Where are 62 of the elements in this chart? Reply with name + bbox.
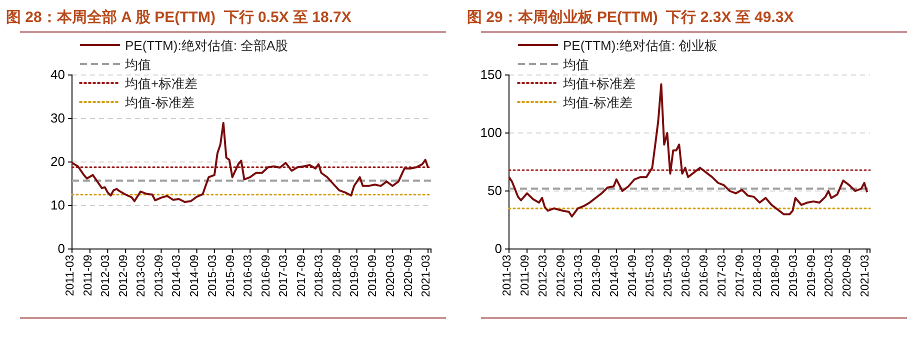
- legend-label: 均值-标准差: [562, 95, 632, 110]
- x-tick-label: 2013-09: [591, 254, 604, 297]
- line-series: [71, 122, 430, 204]
- x-tick-label: 2020-09: [402, 254, 415, 297]
- x-tick-label: 2017-03: [716, 254, 728, 297]
- y-tick-label: 0: [494, 241, 502, 256]
- x-tick-label: 2016-03: [242, 254, 254, 297]
- y-tick-label: 20: [50, 154, 65, 170]
- y-tick-label: 50: [488, 183, 502, 198]
- legend-label: 均值: [124, 57, 151, 72]
- x-tick-label: 2018-09: [770, 254, 782, 297]
- y-tick-label: 100: [480, 125, 502, 140]
- legend-label: PE(TTM):绝对估值: 创业板: [563, 38, 718, 53]
- y-tick-label: 150: [480, 67, 502, 82]
- x-tick-label: 2016-09: [260, 254, 272, 297]
- x-tick-label: 2012-09: [118, 254, 130, 297]
- x-tick-label: 2011-09: [82, 254, 94, 296]
- x-tick-label: 2015-09: [662, 254, 675, 297]
- x-tick-label: 2019-09: [806, 254, 818, 297]
- x-tick-label: 2011-03: [64, 254, 76, 296]
- x-tick-label: 2017-03: [278, 254, 290, 297]
- x-tick-label: 2016-09: [698, 254, 711, 297]
- x-tick-label: 2019-09: [367, 254, 380, 297]
- y-tick-label: 0: [58, 241, 65, 256]
- y-tick-label: 40: [50, 67, 65, 82]
- x-tick-label: 2014-09: [189, 254, 202, 297]
- chart-title: 图 29：本周创业板 PE(TTM) 下行 2.3X 至 49.3X: [467, 9, 794, 26]
- x-tick-label: 2017-09: [296, 254, 308, 297]
- x-tick-label: 2020-03: [824, 254, 836, 297]
- x-tick-label: 2011-09: [519, 254, 532, 296]
- chart-title: 图 28：本周全部 A 股 PE(TTM) 下行 0.5X 至 18.7X: [6, 8, 352, 26]
- x-tick-label: 2020-03: [384, 254, 397, 297]
- y-tick-label: 30: [50, 110, 65, 126]
- x-tick-label: 2013-09: [154, 254, 166, 297]
- x-tick-label: 2015-03: [206, 254, 219, 297]
- legend-label: PE(TTM):绝对估值: 全部A股: [125, 38, 288, 53]
- x-tick-label: 2018-03: [314, 254, 326, 297]
- x-tick-label: 2021-03: [859, 254, 872, 297]
- x-tick-label: 2018-03: [752, 254, 764, 297]
- legend-label: 均值: [562, 57, 589, 72]
- legend-label: 均值+标准差: [124, 76, 198, 91]
- legend-label: 均值+标准差: [562, 76, 636, 91]
- y-tick-label: 10: [50, 198, 65, 213]
- x-tick-label: 2018-09: [332, 254, 344, 297]
- x-tick-label: 2012-03: [537, 254, 550, 297]
- x-tick-label: 2012-09: [555, 254, 568, 297]
- x-tick-label: 2016-03: [680, 254, 692, 297]
- x-tick-label: 2014-03: [608, 254, 621, 297]
- legend-label: 均值-标准差: [124, 95, 194, 110]
- x-tick-label: 2017-09: [734, 254, 746, 297]
- x-tick-label: 2015-03: [644, 254, 657, 297]
- x-tick-label: 2015-09: [224, 254, 237, 297]
- x-tick-label: 2012-03: [100, 254, 112, 297]
- x-tick-label: 2013-03: [136, 254, 148, 297]
- x-tick-label: 2020-09: [842, 254, 854, 297]
- x-tick-label: 2014-09: [626, 254, 639, 297]
- x-tick-label: 2019-03: [788, 254, 800, 297]
- x-tick-label: 2011-03: [501, 254, 514, 296]
- x-tick-label: 2013-03: [573, 254, 586, 297]
- x-tick-label: 2014-03: [171, 254, 184, 297]
- x-tick-label: 2019-03: [349, 254, 362, 297]
- x-tick-label: 2021-03: [420, 254, 432, 297]
